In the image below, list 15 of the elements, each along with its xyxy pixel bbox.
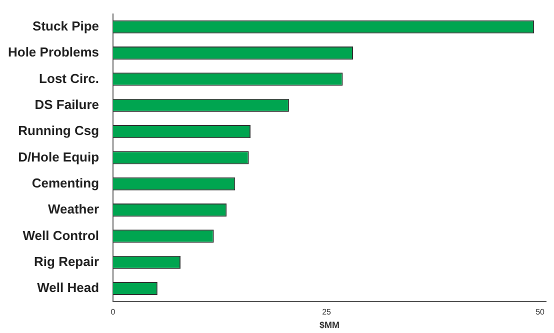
y-tick-label: Well Head: [37, 280, 100, 296]
y-tick-label: Well Control: [22, 228, 100, 243]
y-tick-label: Weather: [48, 202, 100, 217]
x-axis-title: $MM: [320, 320, 340, 330]
y-tick-label: D/Hole Equip: [18, 149, 100, 164]
y-tick-label: Cementing: [32, 175, 100, 190]
x-tick-label: 25: [322, 308, 332, 317]
y-tick-label: Lost Circ.: [39, 70, 100, 86]
y-tick-label: Stuck Pipe: [32, 18, 100, 34]
y-tick-label: Running Csg: [18, 123, 100, 138]
x-tick-label: 50: [536, 308, 546, 317]
y-tick-label: Hole Problems: [8, 44, 100, 60]
x-tick-label: 0: [110, 308, 116, 317]
y-tick-label: Rig Repair: [34, 254, 100, 269]
y-tick-label: DS Failure: [34, 96, 100, 112]
